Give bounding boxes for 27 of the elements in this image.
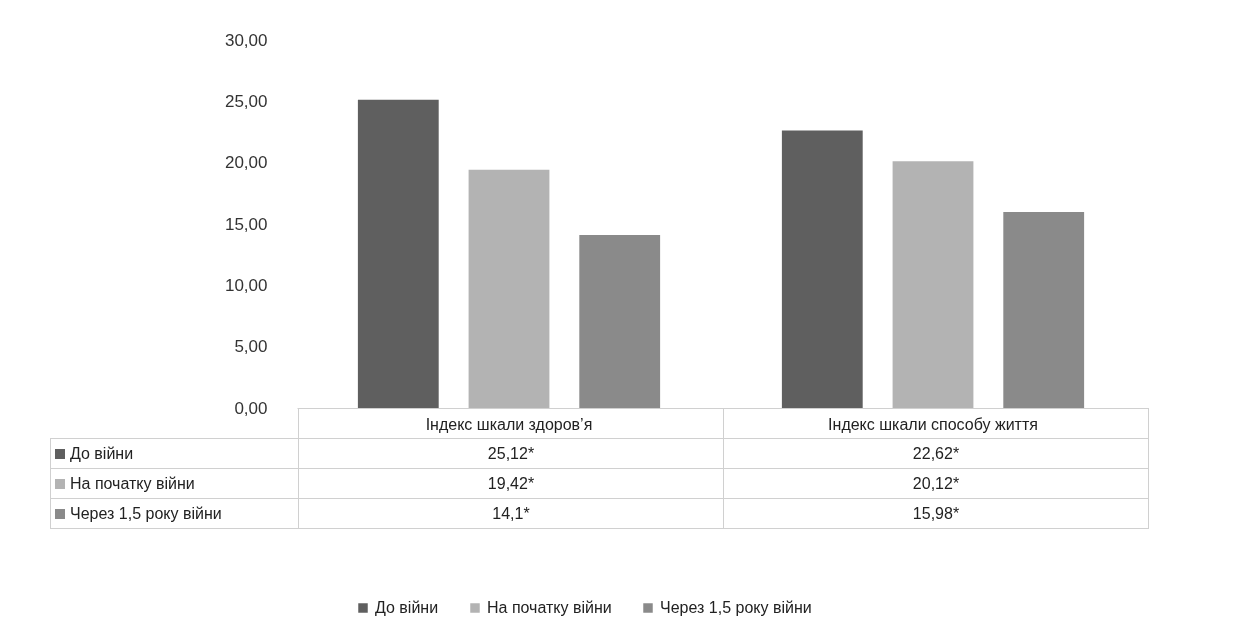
y-tick-label: 30,00 xyxy=(224,30,268,50)
text: Через 1,5 року війни xyxy=(70,504,222,522)
y-tick-label: 10,00 xyxy=(224,275,268,295)
x-tick-label: Індекс шкали способу життя xyxy=(828,415,1038,433)
bar xyxy=(357,99,439,408)
data-label: 20,12* xyxy=(723,468,1149,499)
x-tick-label: Індекс шкали здоров’я xyxy=(425,415,593,433)
data-label: 15,98* xyxy=(723,498,1149,529)
y-tick-label: 15,00 xyxy=(224,214,268,234)
bar xyxy=(579,235,661,408)
y-tick-label: 0,00 xyxy=(234,398,268,418)
text: До війни xyxy=(70,444,134,462)
legend-label: До війни xyxy=(375,599,439,616)
bar xyxy=(1003,211,1085,408)
text: На початку війни xyxy=(70,474,195,492)
data-label: 19,42* xyxy=(298,468,724,499)
bar xyxy=(892,161,974,408)
legend-label: Через 1,5 року війни xyxy=(660,599,812,616)
data-label: 14,1* xyxy=(298,498,724,529)
y-tick-label: 5,00 xyxy=(234,337,268,357)
y-tick-label: 25,00 xyxy=(224,91,268,111)
bar xyxy=(781,130,863,408)
data-label: 25,12* xyxy=(298,438,724,469)
y-tick-label: 20,00 xyxy=(224,153,268,173)
bar xyxy=(468,169,550,408)
data-label: 22,62* xyxy=(723,438,1149,469)
legend-label: На початку війни xyxy=(487,599,612,616)
